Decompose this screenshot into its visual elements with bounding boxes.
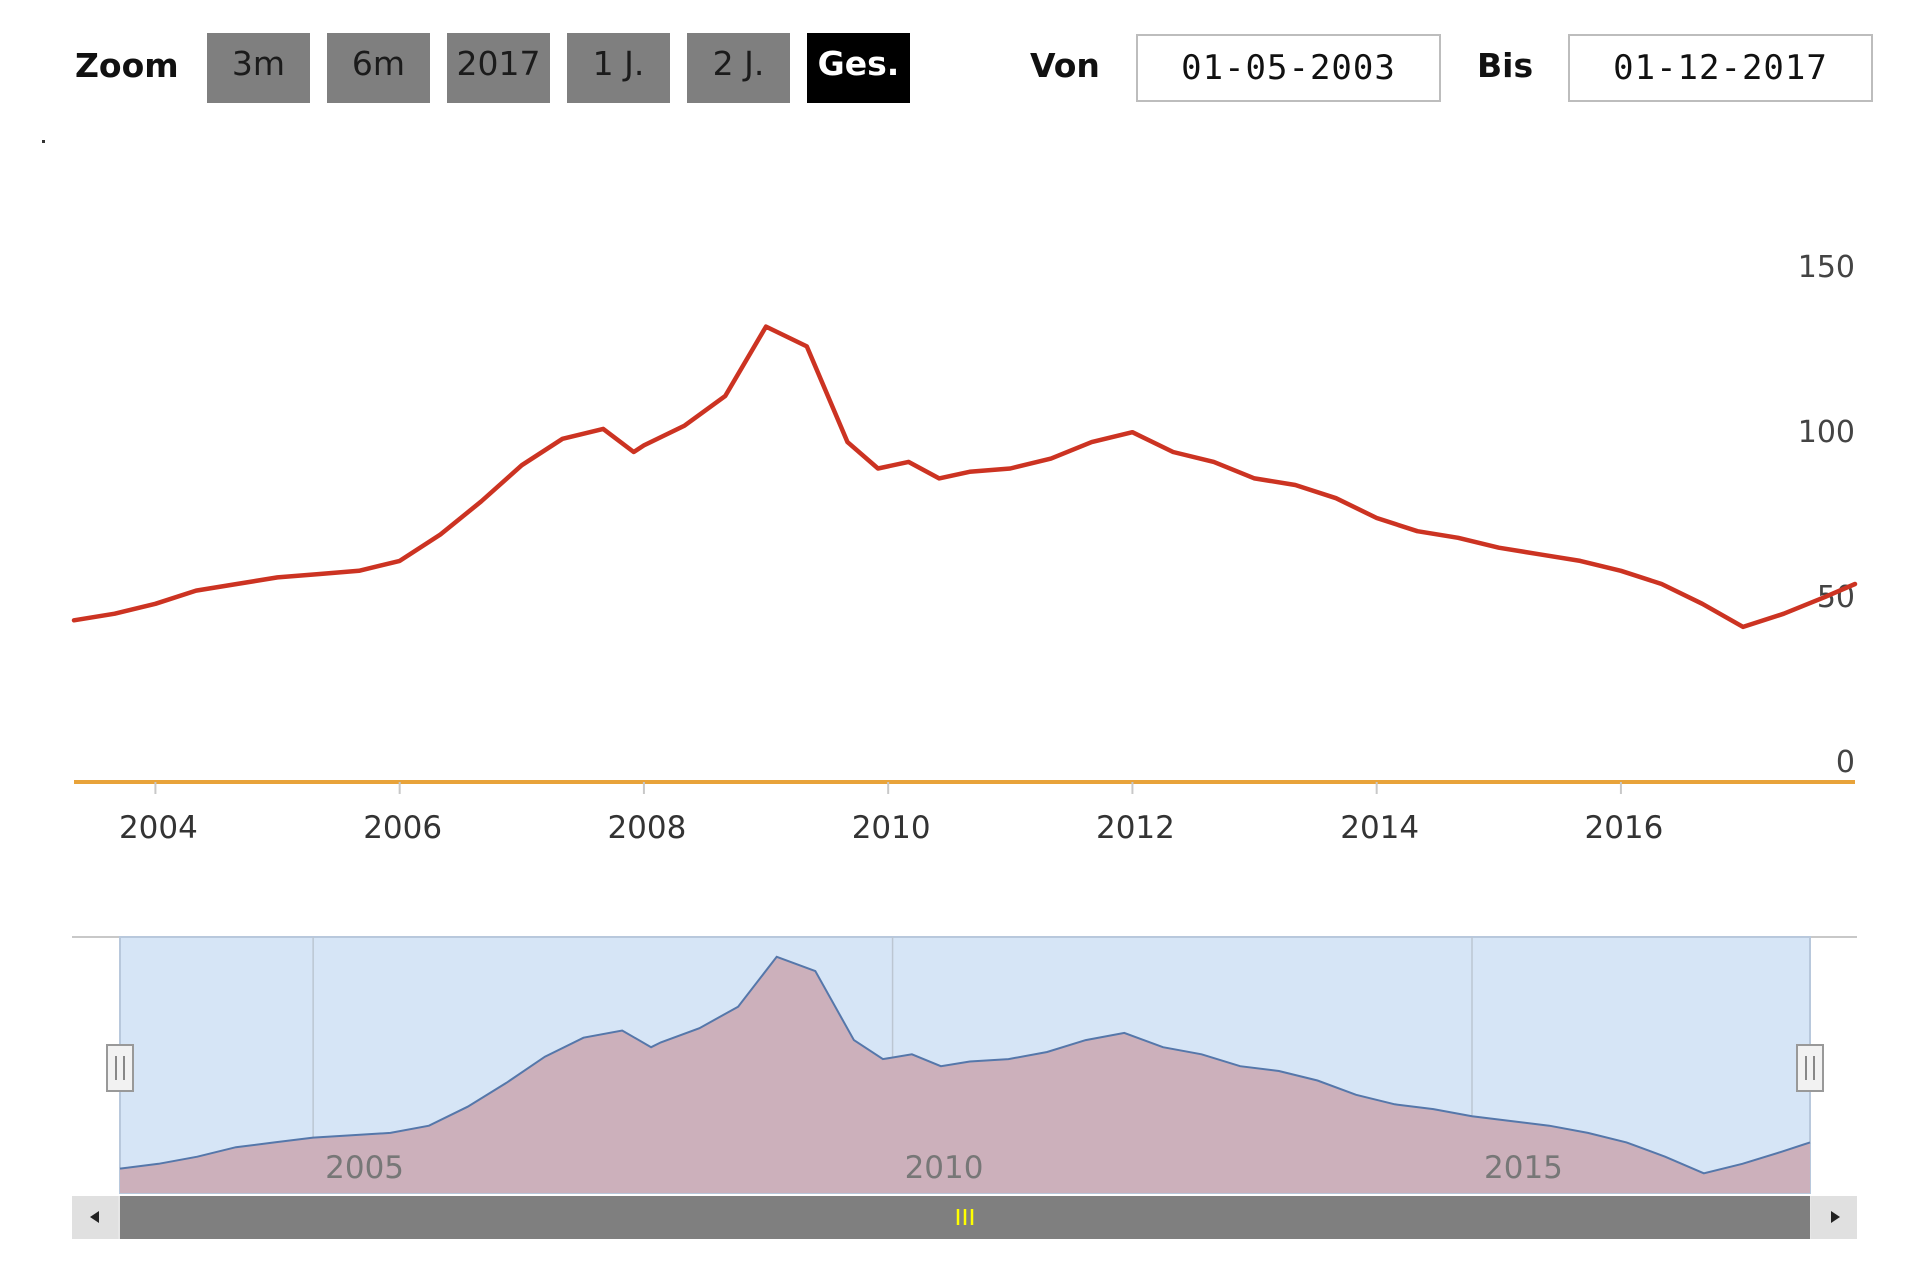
from-date-input[interactable]	[1136, 34, 1441, 102]
stray-dot	[42, 140, 45, 143]
navigator-handle-right[interactable]	[1796, 1044, 1824, 1092]
to-label: Bis	[1477, 46, 1534, 85]
zoom-button-all[interactable]: Ges.	[807, 33, 910, 103]
x-tick-label-2010: 2010	[852, 810, 931, 846]
navigator: 2005 2010 2015	[72, 936, 1857, 1239]
y-tick-label-100: 100	[1798, 415, 1855, 450]
scrollbar[interactable]	[72, 1196, 1857, 1239]
navigator-tick-label-2005: 2005	[325, 1150, 404, 1186]
y-tick-label-150: 150	[1798, 250, 1855, 285]
x-tick-label-2012: 2012	[1096, 810, 1175, 846]
scrollbar-right-button[interactable]	[1811, 1196, 1857, 1239]
navigator-tick-label-2010: 2010	[905, 1150, 984, 1186]
x-tick-label-2004: 2004	[119, 810, 198, 846]
range-selector-toolbar: Zoom 3m 6m 2017 1 J. 2 J. Ges. Von Bis	[0, 0, 1920, 120]
price-line	[71, 324, 1858, 630]
navigator-handle-left[interactable]	[106, 1044, 134, 1092]
arrow-right-icon	[1831, 1211, 1840, 1223]
from-label: Von	[1030, 46, 1100, 85]
navigator-area	[120, 956, 1810, 1193]
handle-body-left	[106, 1044, 134, 1092]
zoom-button-3m[interactable]: 3m	[207, 33, 310, 103]
y-tick-label-0: 0	[1836, 745, 1855, 780]
x-tick-label-2008: 2008	[607, 810, 686, 846]
x-tick-label-2014: 2014	[1340, 810, 1419, 846]
navigator-tick-label-2015: 2015	[1484, 1150, 1563, 1186]
arrow-left-icon	[90, 1211, 99, 1223]
zoom-button-2-years[interactable]: 2 J.	[687, 33, 790, 103]
zoom-label: Zoom	[75, 46, 179, 85]
navigator-line	[119, 955, 1811, 1175]
x-tick-label-2016: 2016	[1584, 810, 1663, 846]
zoom-button-2017[interactable]: 2017	[447, 33, 550, 103]
x-tick-label-2006: 2006	[363, 810, 442, 846]
to-date-input[interactable]	[1568, 34, 1873, 102]
zoom-button-1-year[interactable]: 1 J.	[567, 33, 670, 103]
scrollbar-left-button[interactable]	[72, 1196, 118, 1239]
zoom-button-6m[interactable]: 6m	[327, 33, 430, 103]
handle-body-right	[1796, 1044, 1824, 1092]
